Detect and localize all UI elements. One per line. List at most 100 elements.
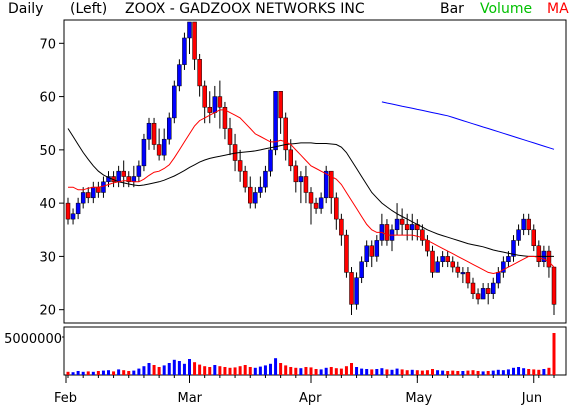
price-panel-frame — [63, 19, 567, 324]
volume-bar — [446, 371, 450, 375]
volume-bar — [122, 370, 126, 375]
candle-body — [126, 176, 131, 183]
volume-bar — [147, 363, 151, 375]
volume-bar — [436, 370, 440, 375]
candle-body — [197, 59, 202, 87]
volume-bar — [491, 370, 495, 375]
candle-body — [303, 176, 309, 193]
candle-body — [470, 282, 476, 294]
volume-bar — [537, 369, 541, 375]
volume-bar — [107, 370, 110, 375]
candle-body — [349, 272, 354, 305]
candle-body — [268, 149, 273, 172]
volume-bar — [162, 365, 166, 375]
candle-body — [374, 240, 380, 257]
volume-bar — [132, 370, 136, 375]
volume-bar — [112, 371, 116, 375]
volume-toggle[interactable]: Volume — [480, 1, 533, 17]
candle-body — [96, 186, 101, 193]
volume-bar — [193, 362, 197, 375]
volume-bar — [76, 371, 80, 375]
candle-body — [298, 176, 304, 183]
candle-body — [192, 21, 197, 60]
candle-body — [248, 186, 253, 204]
candle-body — [526, 218, 531, 231]
volume-bar — [552, 333, 556, 375]
volume-bar — [86, 371, 90, 375]
volume-bar — [233, 367, 237, 375]
volume-bar — [339, 368, 343, 375]
candle-body — [516, 229, 521, 241]
volume-bar — [81, 371, 85, 375]
volume-bar — [395, 368, 399, 375]
ma-mid-line — [67, 128, 554, 257]
candle-body — [65, 202, 71, 220]
volume-bar — [319, 369, 323, 375]
candle-body — [511, 240, 516, 257]
volume-bar — [547, 367, 551, 375]
volume-bar — [117, 369, 121, 375]
candle-body — [404, 224, 410, 231]
volume-bar — [228, 367, 232, 375]
volume-bar — [360, 368, 364, 375]
price-tick-label: 30 — [39, 250, 56, 265]
volume-bar — [324, 367, 328, 375]
chart-period: Daily — [8, 1, 44, 17]
month-label: Jun — [521, 391, 542, 406]
candle-body — [161, 138, 167, 156]
candle-body — [136, 165, 142, 177]
candle-body — [187, 21, 192, 39]
volume-bar — [390, 369, 394, 375]
candle-body — [364, 245, 369, 262]
candle-body — [258, 186, 263, 193]
candle-body — [227, 128, 233, 145]
volume-bar — [400, 369, 404, 375]
candle-body — [460, 272, 466, 275]
candle-body — [202, 85, 207, 108]
candle-body — [485, 288, 491, 294]
candle-body — [521, 218, 526, 231]
candle-body — [369, 245, 374, 257]
candle-body — [263, 170, 268, 188]
candle-body — [394, 218, 400, 231]
candle-body — [308, 192, 314, 204]
candle-body — [501, 261, 506, 273]
candle-body — [344, 234, 349, 273]
candle-body — [496, 272, 501, 284]
bar-toggle[interactable]: Bar — [440, 1, 464, 17]
candle-body — [440, 256, 445, 262]
ma-fast-line — [68, 109, 555, 275]
candle-body — [242, 170, 248, 188]
volume-bar — [304, 367, 308, 375]
volume-bar — [71, 372, 75, 375]
volume-bar — [152, 365, 156, 375]
volume-bar — [101, 370, 105, 375]
candle-body — [253, 192, 258, 204]
volume-bar — [142, 366, 146, 375]
price-tick-label: 50 — [39, 144, 56, 159]
ma-toggle[interactable]: MA — [547, 1, 569, 17]
volume-bar — [365, 369, 369, 375]
candle-body — [445, 256, 450, 262]
volume-bar — [218, 366, 222, 375]
volume-bar — [127, 371, 131, 375]
volume-bar — [512, 367, 515, 375]
volume-bar — [334, 368, 338, 375]
candle-body — [167, 117, 172, 140]
volume-bar — [294, 367, 298, 375]
candle-body — [334, 197, 339, 220]
candle-body — [339, 218, 344, 236]
volume-bar — [420, 370, 424, 375]
ma-slow-line — [381, 101, 555, 150]
month-label: Mar — [178, 391, 203, 406]
candle-body — [273, 91, 278, 151]
volume-bar — [182, 363, 186, 375]
volume-bar — [375, 369, 379, 375]
candle-body — [450, 261, 455, 268]
volume-bar — [223, 367, 227, 375]
volume-bar — [66, 371, 70, 375]
volume-bar — [441, 370, 445, 375]
candle-body — [506, 256, 511, 262]
candle-body — [283, 117, 288, 151]
candle-body — [151, 122, 157, 145]
